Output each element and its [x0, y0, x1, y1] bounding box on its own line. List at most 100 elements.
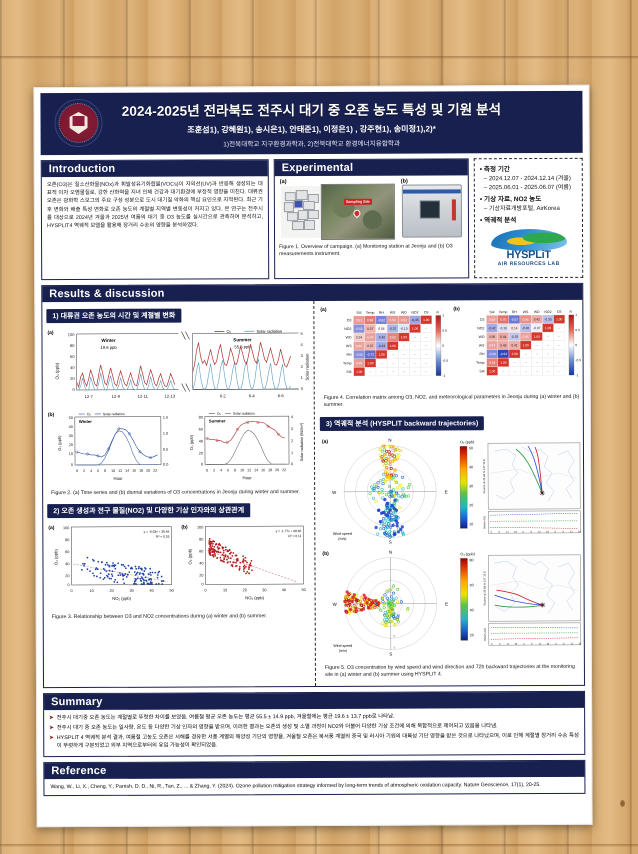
svg-text:--: -- [403, 361, 405, 365]
affiliation-line: 1)전북대학교 지구환경과학과, 2)전북대학교 환경에너지융합학과 [223, 140, 401, 149]
svg-text:1.00: 1.00 [534, 335, 540, 339]
svg-text:0.37: 0.37 [367, 327, 373, 331]
svg-text:22: 22 [282, 468, 286, 472]
introduction-text: 오존(O3)은 질소산화물(NOx)과 휘발성유기화합물(VOCs)이 자외선(… [46, 181, 263, 230]
svg-text:--: -- [547, 369, 549, 373]
svg-text:Solar radiation (MJ/m²): Solar radiation (MJ/m²) [300, 422, 304, 461]
svg-text:1.00: 1.00 [412, 327, 418, 331]
svg-text:E: E [445, 489, 448, 494]
svg-text:0.5: 0.5 [575, 328, 580, 332]
svg-text:W: W [333, 601, 338, 606]
svg-text:20: 20 [146, 469, 150, 473]
svg-text:80: 80 [199, 538, 203, 542]
svg-text:0.62: 0.62 [390, 335, 396, 339]
svg-text:20: 20 [199, 451, 203, 455]
svg-text:80: 80 [65, 538, 69, 542]
figure-3-caption: Figure 3. Relationship between O3 and NO… [51, 613, 268, 621]
university-logo [54, 98, 103, 148]
svg-text:6: 6 [563, 530, 565, 533]
hysplit-swoosh-icon [490, 228, 567, 251]
svg-text:Hour: Hour [243, 475, 253, 480]
svg-text:(b): (b) [48, 412, 55, 418]
svg-text:0.0: 0.0 [163, 463, 168, 467]
svg-text:1: 1 [442, 314, 444, 318]
svg-text:0.5: 0.5 [163, 448, 168, 452]
svg-text:1: 1 [301, 375, 304, 380]
introduction-section: Introduction 오존(O3)은 질소산화물(NOx)과 휘발성유기화합… [40, 159, 270, 281]
campaign-info-box: • 측정 기간 – 2024.12.07 - 2024.12.14 (겨울) –… [473, 157, 584, 279]
svg-text:SI4: SI4 [356, 311, 361, 315]
figure-2a-timeseries: (a) 100 80 60 40 20 0 5 4 3 2 1 0 [46, 325, 309, 407]
svg-text:1.00: 1.00 [523, 343, 529, 347]
svg-text:--: -- [502, 369, 504, 373]
svg-text:--: -- [536, 343, 538, 347]
svg-text:50: 50 [69, 416, 73, 420]
svg-text:16: 16 [261, 468, 265, 472]
svg-text:0: 0 [67, 583, 69, 587]
svg-text:-0.43: -0.43 [378, 344, 386, 348]
administrative-map [280, 185, 326, 239]
svg-text:NO₂ (ppb): NO₂ (ppb) [245, 595, 264, 600]
svg-text:N: N [388, 437, 391, 442]
svg-text:20: 20 [243, 589, 247, 593]
svg-text:0.46: 0.46 [356, 344, 362, 348]
svg-text:60: 60 [70, 354, 75, 359]
svg-text:(b): (b) [453, 306, 460, 312]
svg-text:--: -- [558, 335, 560, 339]
svg-text:WS: WS [479, 344, 485, 348]
svg-text:-1: -1 [576, 373, 579, 377]
svg-text:10: 10 [89, 589, 93, 593]
svg-text:N: N [389, 549, 392, 554]
svg-text:-0.32: -0.32 [522, 326, 530, 330]
results-right-column: (a) SI4 Temp RH WS WD NO2 O3 O3 0.51 0.66 -0.62 0.5… [313, 299, 591, 687]
svg-text:1.00: 1.00 [489, 369, 495, 373]
svg-text:40: 40 [65, 562, 69, 566]
svg-text:--: -- [547, 360, 549, 364]
svg-text:--: -- [414, 352, 416, 356]
svg-text:(a): (a) [322, 438, 328, 444]
svg-text:--: -- [403, 370, 405, 374]
svg-text:SI4: SI4 [479, 369, 484, 373]
figure-1-panels: (a) [275, 175, 468, 242]
results-left-column: 1) 대류권 오존 농도의 시간 및 계절별 변화 (a) 100 80 60 40… [42, 301, 315, 687]
svg-text:6: 6 [97, 469, 99, 473]
figure-1-caption: Figure 1. Overview of campaign. (a) Moni… [279, 243, 453, 258]
author-list: 조훈섬1), 강혜원1), 송시은1), 안태준1), 이정은1) , 강주현1… [187, 124, 436, 135]
svg-text:0.24: 0.24 [356, 335, 362, 339]
svg-text:0: 0 [491, 530, 493, 533]
svg-text:20: 20 [470, 633, 474, 637]
svg-text:--: -- [403, 352, 405, 356]
svg-text:--: -- [425, 344, 427, 348]
figure-1a-monitoring-station: (a) [279, 179, 397, 243]
svg-text:20: 20 [69, 443, 73, 447]
svg-text:SI4: SI4 [489, 310, 494, 314]
svg-text:1.5: 1.5 [163, 416, 168, 420]
period-summer: – 2025.06.01 - 2025.06.07 (여름) [483, 184, 571, 192]
svg-text:O₃ (ppb): O₃ (ppb) [189, 434, 194, 450]
svg-text:22: 22 [153, 469, 157, 473]
svg-text:RH: RH [479, 352, 485, 356]
svg-text:Winter: Winter [79, 419, 92, 424]
svg-text:0: 0 [205, 589, 207, 593]
svg-text:-0.58: -0.58 [489, 352, 497, 356]
svg-text:-0.72: -0.72 [367, 353, 375, 357]
svg-text:--: -- [425, 361, 427, 365]
svg-text:1.0: 1.0 [163, 432, 168, 436]
svg-text:y = -1.77x + 68.82: y = -1.77x + 68.82 [276, 529, 302, 533]
svg-text:WS: WS [523, 310, 529, 314]
svg-text:Solar radiation: Solar radiation [233, 412, 255, 416]
svg-text:0.52: 0.52 [389, 318, 395, 322]
svg-text:O₃ (ppb): O₃ (ppb) [57, 435, 62, 451]
svg-text:0: 0 [491, 642, 493, 645]
svg-text:Temp: Temp [343, 361, 352, 365]
svg-text:0.14: 0.14 [511, 326, 517, 330]
svg-text:Temp: Temp [366, 311, 375, 315]
figure-2-caption: Figure 2. (a) Time series and (b) diurna… [51, 489, 301, 497]
svg-text:0: 0 [301, 386, 304, 391]
svg-text:--: -- [380, 361, 382, 365]
svg-text:2: 2 [291, 439, 293, 443]
svg-text:4: 4 [393, 645, 395, 649]
svg-text:-0.45: -0.45 [411, 318, 419, 322]
svg-text:18: 18 [578, 642, 581, 645]
